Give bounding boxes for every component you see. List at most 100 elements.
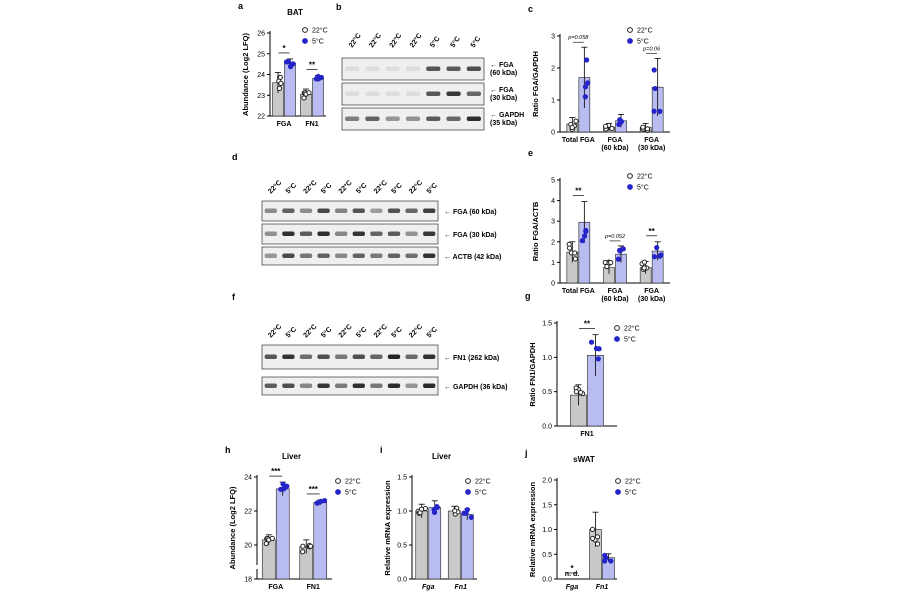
sig-label: *** [309, 485, 319, 494]
data-point [280, 481, 286, 487]
legend-marker-22c [627, 173, 633, 179]
band-label-line: (30 kDa) [490, 95, 517, 102]
data-point [582, 94, 588, 100]
sig-label: ** [575, 187, 582, 196]
blot-band [299, 253, 313, 258]
y-tick-label: 0.0 [542, 577, 552, 584]
band-label: ← ACTB (42 kDa) [444, 254, 501, 261]
y-tick-label: 0 [551, 130, 555, 137]
x-tick-label: Total FGA [562, 288, 595, 295]
lane-label-line: 5°C [319, 181, 333, 195]
band-label-line: ← GAPDH (36 kDa) [444, 384, 507, 391]
lane-label: 5°C [390, 181, 404, 195]
blot-band [282, 208, 295, 213]
y-axis-label-line: Relative mRNA expression [383, 480, 392, 576]
band-label: ← FGA (30 kDa) [490, 87, 517, 102]
data-point [434, 504, 440, 510]
lane-label-line: 5°C [284, 181, 298, 195]
data-point [588, 339, 595, 345]
data-point [573, 118, 579, 124]
panel-title: sWAT [573, 455, 595, 464]
x-tick-label-line: FN1 [580, 431, 593, 438]
blot-band [370, 253, 383, 258]
lane-label-line: 22°C [302, 179, 319, 196]
data-point [641, 265, 647, 271]
data-point [276, 85, 283, 91]
lane-label: 22°C [267, 323, 284, 340]
legend-label-22c-line: 22°C [625, 478, 641, 486]
blot-band [466, 91, 481, 96]
blot-d: d22°C 5°C 22°C 5°C 22°C 5°C 22°C 5°C 22°C 5°C← FG… [232, 152, 501, 266]
y-tick-label: 0.5 [542, 552, 552, 559]
lane-label-line: 5°C [449, 35, 462, 49]
panel-letter-line: f [232, 292, 236, 302]
lane-label-line: 22°C [388, 32, 404, 49]
y-tick-label: 2.0 [542, 478, 552, 485]
x-tick-label-line: FGA [644, 288, 659, 295]
y-tick-label: 22 [257, 114, 265, 121]
panel-letter: h [225, 445, 231, 455]
legend-label-5c-line: 5°C [345, 489, 357, 497]
blot-f: f22°C 5°C 22°C 5°C 22°C 5°C 22°C 5°C 22°C 5°C← FN… [232, 292, 507, 396]
data-point [652, 85, 658, 92]
pval-label: p=0.052 [604, 234, 625, 240]
data-point [278, 80, 284, 86]
y-tick-label: 1 [551, 260, 555, 267]
legend-label-5c: 5°C [475, 489, 487, 497]
x-tick-label-line: FGA [644, 137, 659, 144]
legend-label-5c-line: 5°C [624, 336, 636, 344]
y-axis-label-line: Ratio FGA/GAPDH [531, 51, 540, 117]
sig-label-line: * [570, 564, 574, 573]
y-tick-label-line: 22 [244, 509, 252, 516]
bar-5c [460, 514, 474, 580]
blot-band [405, 91, 421, 96]
lane-label: 22°C [347, 32, 363, 49]
panel-letter-line: i [380, 445, 383, 455]
data-point [603, 555, 609, 561]
panel-title-line: Liver [432, 452, 451, 461]
data-point [595, 356, 601, 362]
blot-band [352, 354, 365, 359]
y-tick-label-line: 1.5 [397, 475, 407, 482]
data-point [651, 254, 658, 260]
x-tick-label-line: FN1 [307, 584, 320, 591]
legend-label-22c: 22°C [637, 27, 653, 35]
lane-label-line: 22°C [267, 179, 284, 196]
panel-title-line: BAT [287, 8, 303, 17]
data-point [463, 510, 469, 516]
y-tick-label: 2 [551, 66, 555, 73]
y-tick-label: 1.0 [397, 509, 407, 516]
blot-band [335, 354, 348, 359]
y-tick-label-line: 1 [551, 98, 555, 105]
blot-band [264, 354, 277, 359]
bar-22c [415, 510, 429, 580]
lane-label: 22°C [407, 179, 424, 196]
panel-letter: i [380, 445, 383, 455]
blot-b: b22°C 22°C 22°C 22°C 5°C 5°C 5°C← FGA (60 kDa)←… [336, 2, 524, 131]
blot-band [282, 253, 295, 258]
data-point [418, 506, 425, 512]
blot-band [370, 383, 383, 388]
data-point [603, 123, 609, 129]
lane-label: 22°C [337, 179, 354, 196]
panel-letter-line: b [336, 2, 342, 12]
x-tick-label-line: Total FGA [562, 137, 595, 144]
panel-h: h Liver 18 20 22 24 Abundance (Log2 LFQ) FGA FN1… [225, 445, 361, 591]
blot-band [405, 383, 418, 388]
panel-title: BAT [287, 8, 303, 17]
data-point [641, 259, 648, 265]
y-tick-label-line: 3 [551, 219, 555, 226]
x-tick-label: Fn1 [455, 584, 468, 591]
legend-marker-5c [627, 38, 633, 44]
data-point [618, 118, 625, 125]
y-tick-label-line: 1.5 [542, 321, 552, 328]
band-label-line: ← FGA [490, 62, 514, 69]
data-point [306, 90, 312, 96]
data-point [654, 245, 660, 251]
legend-label-5c-line: 5°C [637, 38, 649, 46]
data-point [640, 124, 646, 130]
y-tick-label: 3 [551, 34, 555, 41]
lane-label: 5°C [428, 35, 441, 49]
blot-band [423, 253, 436, 258]
legend-marker-5c [465, 489, 471, 495]
